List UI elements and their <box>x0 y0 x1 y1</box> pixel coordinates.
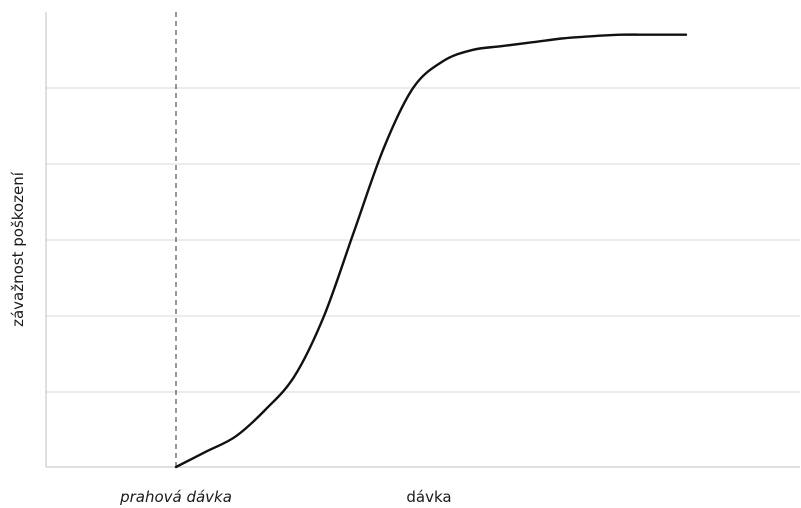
threshold-dose-label: prahová dávka <box>119 488 232 506</box>
dose-response-curve <box>174 33 688 469</box>
gridlines <box>46 87 800 393</box>
y-axis-label: závažnost poškození <box>9 171 27 327</box>
x-axis-label: dávka <box>406 488 451 506</box>
